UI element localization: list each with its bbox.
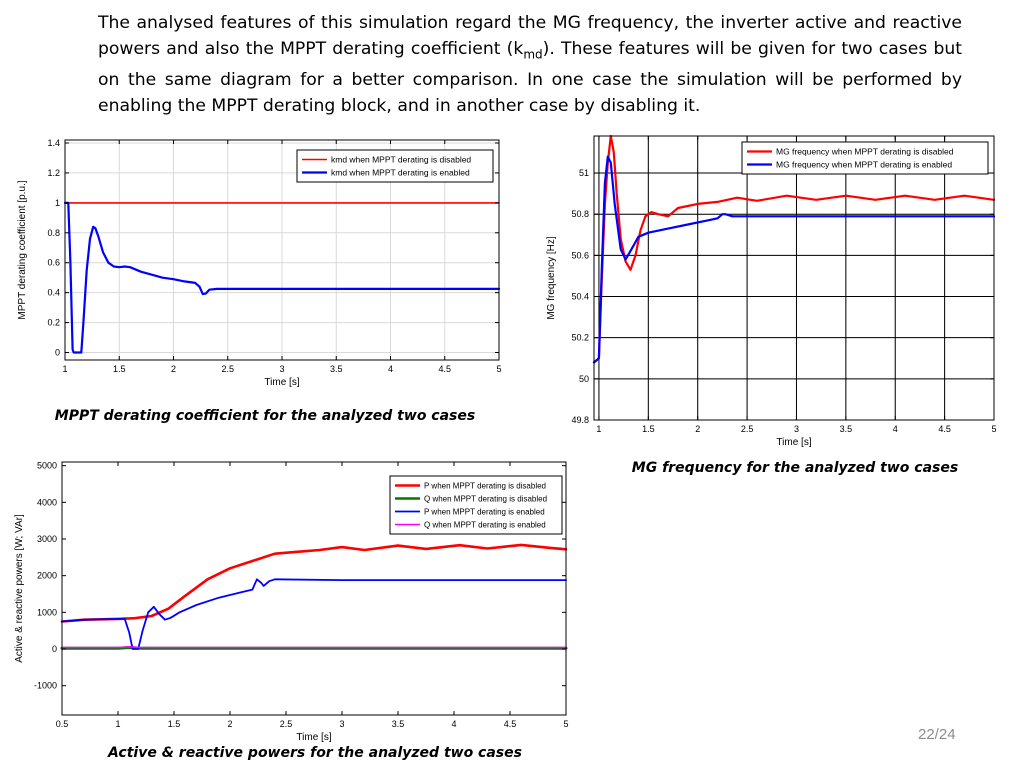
plot-area	[594, 136, 994, 420]
y-tick-label: 0.4	[47, 288, 60, 298]
y-tick-label: 0.8	[47, 228, 60, 238]
x-tick-label: 4.5	[438, 364, 451, 374]
series-line-1	[60, 543, 568, 623]
legend-label-2: kmd when MPPT derating is enabled	[331, 168, 470, 178]
series-line-2	[63, 201, 501, 354]
frequency-chart: 1 1.5 2 2.5 3 3.5 4 4.5 5 49.8 50 50.2 50.4 50.6 50.8 5…	[546, 134, 997, 448]
y-tick-label: 50.2	[571, 333, 589, 343]
y-tick-label: 0.6	[47, 258, 60, 268]
legend-label-1: MG frequency when MPPT derating is disab…	[776, 147, 954, 157]
x-tick-label: 4.5	[938, 424, 951, 434]
frequency-chart-caption: MG frequency for the analyzed two cases	[631, 460, 959, 476]
intro-paragraph: The analysed features of this simulation…	[98, 10, 962, 119]
x-tick-label: 3	[279, 364, 284, 374]
y-tick-label: 0	[55, 348, 60, 358]
kmd-chart-caption: MPPT derating coefficient for the analyz…	[54, 408, 476, 424]
legend-label-3: P when MPPT derating is enabled	[424, 508, 545, 517]
x-tick-label: 3.5	[392, 719, 405, 729]
x-tick-label: 2	[227, 719, 232, 729]
x-tick-label: 5	[991, 424, 996, 434]
y-tick-label: 50.4	[571, 292, 589, 302]
y-tick-label: 4000	[37, 497, 57, 507]
x-tick-label: 1	[62, 364, 67, 374]
x-tick-label: 1	[115, 719, 120, 729]
x-tick-label: 1.5	[168, 719, 181, 729]
y-tick-label: -1000	[34, 681, 57, 691]
legend-box	[741, 141, 989, 175]
axes-frame	[61, 461, 567, 716]
y-tick-label: 1.4	[47, 138, 60, 148]
y-tick-label: 0.2	[47, 318, 60, 328]
x-tick-label: 4.5	[504, 719, 517, 729]
kmd-chart: 1 1.5 2 2.5 3 3.5 4 4.5 5 0 0.2 0.4 0.6 0.8 1 1.2 1.4 Tim…	[17, 138, 502, 388]
legend-label-1: P when MPPT derating is disabled	[424, 482, 546, 491]
series-line-3	[61, 578, 567, 650]
y-tick-label: 50	[579, 374, 589, 384]
legend-box	[296, 149, 494, 183]
legend-label-2: MG frequency when MPPT derating is enabl…	[776, 160, 952, 170]
page-number: 22/24	[918, 726, 956, 743]
x-tick-label: 4	[388, 364, 393, 374]
x-tick-label: 0.5	[56, 719, 69, 729]
x-tick-label: 3	[794, 424, 799, 434]
y-tick-label: 1.2	[47, 168, 60, 178]
x-tick-label: 5	[496, 364, 501, 374]
x-tick-label: 3.5	[330, 364, 343, 374]
x-tick-label: 1.5	[113, 364, 126, 374]
x-tick-label: 2.5	[221, 364, 234, 374]
x-tick-label: 2	[171, 364, 176, 374]
y-axis-label: MG frequency [Hz]	[546, 236, 557, 320]
legend-label-4: Q when MPPT derating is enabled	[424, 521, 546, 530]
intro-subscript: md	[523, 47, 543, 62]
x-axis-label: Time [s]	[296, 732, 331, 743]
x-tick-label: 1	[596, 424, 601, 434]
legend-label-1: kmd when MPPT derating is disabled	[331, 155, 471, 165]
x-tick-label: 1.5	[642, 424, 655, 434]
intro-text-before: The analysed features of this simulation…	[98, 13, 962, 59]
series-line-2	[592, 155, 996, 364]
series-line-4	[61, 646, 567, 649]
y-tick-label: 0	[52, 644, 57, 654]
y-tick-label: 50.8	[571, 209, 589, 219]
axes-frame	[593, 135, 995, 421]
y-axis-label: MPPT derating coefficient [p.u.]	[17, 180, 28, 319]
y-tick-label: 5000	[37, 461, 57, 471]
y-tick-label: 1	[55, 198, 60, 208]
x-tick-label: 2.5	[280, 719, 293, 729]
x-tick-label: 4	[451, 719, 456, 729]
y-tick-label: 3000	[37, 534, 57, 544]
x-axis-label: Time [s]	[776, 437, 811, 448]
y-tick-label: 49.8	[571, 415, 589, 425]
y-tick-label: 50.6	[571, 250, 589, 260]
power-chart-caption: Active & reactive powers for the analyze…	[108, 745, 522, 761]
y-tick-label: 2000	[37, 571, 57, 581]
x-tick-label: 3.5	[840, 424, 853, 434]
x-tick-label: 4	[893, 424, 898, 434]
intro-text-after: ). These features will be given for two …	[98, 39, 962, 117]
x-tick-label: 2	[695, 424, 700, 434]
y-tick-label: 51	[579, 168, 589, 178]
y-axis-label: Active & reactive powers [W; VAr]	[14, 514, 25, 663]
power-chart: 0.5 1 1.5 2 2.5 3 3.5 4 4.5 5 -1000 0 1000 2000 3000 40…	[14, 461, 569, 743]
x-tick-label: 5	[563, 719, 568, 729]
x-tick-label: 2.5	[741, 424, 754, 434]
y-tick-label: 1000	[37, 607, 57, 617]
legend-label-2: Q when MPPT derating is disabled	[424, 495, 547, 504]
x-axis-label: Time [s]	[264, 377, 299, 388]
x-tick-label: 3	[339, 719, 344, 729]
